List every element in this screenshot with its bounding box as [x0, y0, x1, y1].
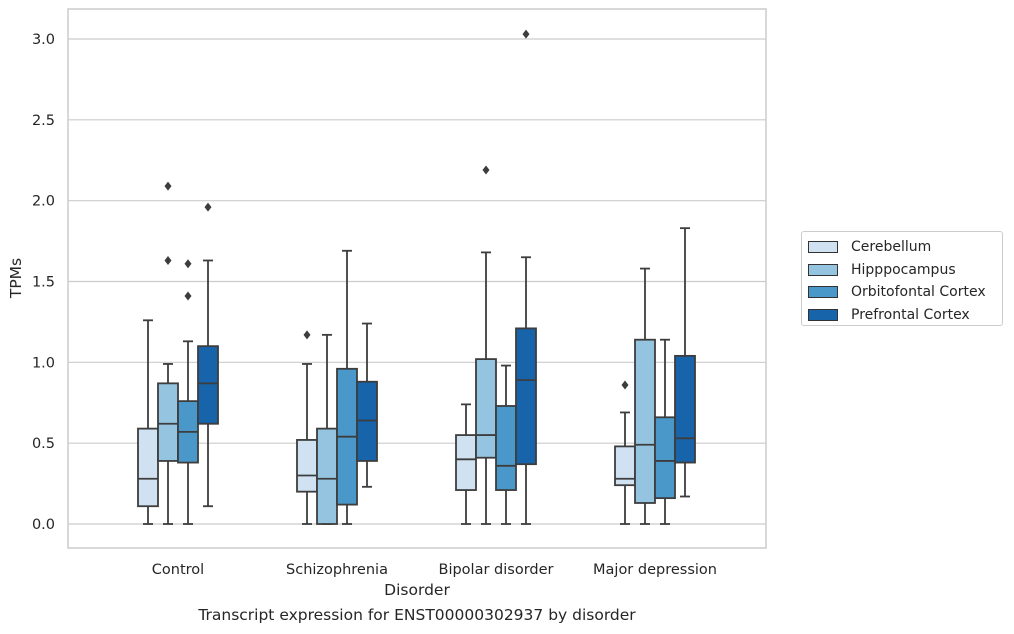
outlier-point — [164, 255, 172, 265]
x-tick-label: Major depression — [593, 562, 717, 578]
box-body — [654, 416, 676, 500]
plot-area-frame — [67, 8, 767, 549]
box-1-0 — [157, 181, 179, 525]
legend-swatch-cerebellum — [808, 241, 838, 254]
legend-item: Hipppocampus — [808, 259, 1002, 282]
y-tick-label: 0.0 — [32, 517, 55, 533]
box-body — [455, 434, 477, 491]
outlier-point — [184, 291, 192, 301]
y-tick-label: 0.5 — [32, 436, 55, 452]
box-3-0 — [197, 202, 219, 508]
x-tick-label: Schizophrenia — [286, 562, 388, 578]
box-0-1 — [296, 330, 318, 525]
box-1-3 — [634, 267, 656, 525]
box-2-3 — [654, 338, 676, 525]
legend-label: Orbitofontal Cortex — [851, 284, 986, 301]
x-tick-label: Bipolar disorder — [439, 562, 554, 578]
outlier-point — [522, 29, 530, 39]
x-axis-label: Disorder — [384, 581, 450, 599]
box-body — [475, 358, 497, 459]
box-3-1 — [356, 322, 378, 488]
box-0-2 — [455, 403, 477, 525]
legend-item: Orbitofontal Cortex — [808, 281, 1002, 304]
y-axis-label: TPMs — [7, 258, 25, 299]
box-2-0 — [177, 259, 199, 525]
box-body — [316, 427, 338, 525]
box-1-2 — [475, 165, 497, 525]
y-tick-label: 3.0 — [32, 32, 55, 48]
box-body — [137, 427, 159, 508]
y-tick-label: 2.0 — [32, 194, 55, 210]
legend-label: Cerebellum — [851, 239, 932, 256]
legend-label: Hipppocampus — [851, 261, 956, 278]
y-tick-label: 1.0 — [32, 355, 55, 371]
boxes-layer — [137, 29, 696, 525]
figure-caption: Transcript expression for ENST0000030293… — [198, 606, 636, 624]
outlier-point — [164, 181, 172, 191]
y-axis-ticks: 0.0 0.5 1.0 1.5 2.0 2.5 3.0 — [32, 32, 55, 533]
legend-item: Cerebellum — [808, 236, 1002, 259]
box-body — [634, 338, 656, 504]
x-tick-label: Control — [152, 562, 204, 578]
box-body — [296, 439, 318, 493]
x-axis-ticks: Control Schizophrenia Bipolar disorder Majo… — [152, 562, 717, 578]
box-2-1 — [336, 249, 358, 525]
box-0-3 — [614, 380, 636, 525]
outlier-point — [482, 165, 490, 175]
legend-swatch-prefrontal — [808, 308, 838, 321]
outlier-point — [621, 380, 629, 390]
outlier-point — [303, 330, 311, 340]
outlier-point — [204, 202, 212, 212]
legend-item: Prefrontal Cortex — [808, 304, 1002, 327]
box-2-2 — [495, 364, 517, 525]
box-body — [495, 405, 517, 491]
legend-label: Prefrontal Cortex — [851, 306, 970, 323]
outlier-point — [184, 259, 192, 269]
y-tick-label: 1.5 — [32, 275, 55, 291]
chart-legend: Cerebellum Hipppocampus Orbitofontal Cor… — [801, 231, 1003, 326]
box-3-3 — [674, 227, 696, 498]
box-body — [674, 354, 696, 464]
box-body — [157, 382, 179, 462]
box-1-1 — [316, 333, 338, 525]
legend-swatch-orbitofrontal — [808, 286, 838, 299]
legend-swatch-hippocampus — [808, 263, 838, 276]
y-tick-label: 2.5 — [32, 113, 55, 129]
box-body — [515, 327, 537, 466]
box-0-0 — [137, 319, 159, 525]
box-body — [197, 345, 219, 425]
box-3-2 — [515, 29, 537, 525]
